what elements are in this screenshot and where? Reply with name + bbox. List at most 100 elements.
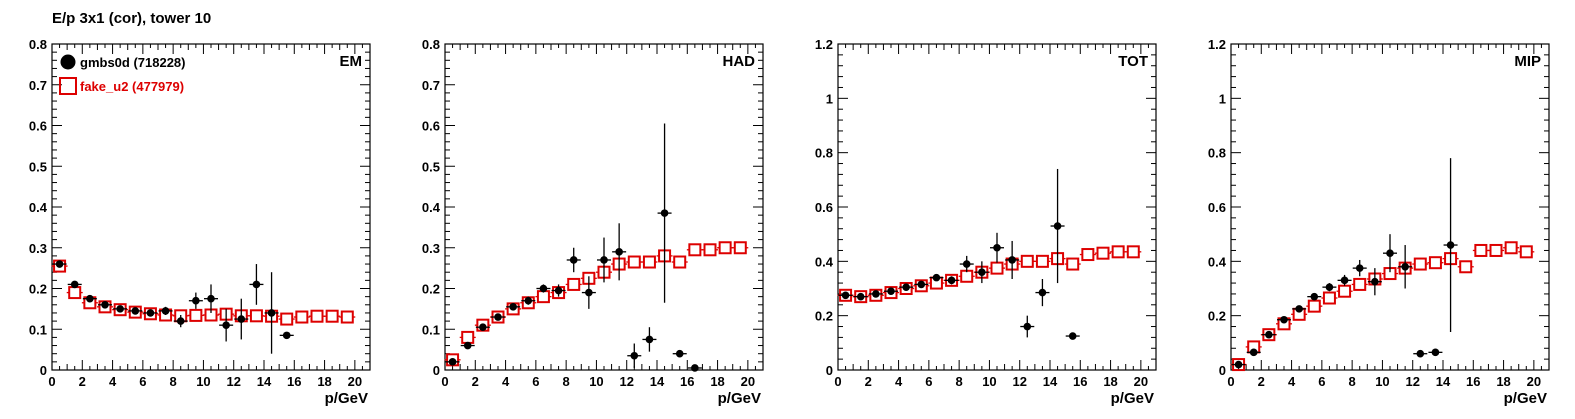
x-tick-label: 10 <box>1375 374 1389 389</box>
y-tick-label: 0.8 <box>815 146 833 161</box>
legend-label: fake_u2 (477979) <box>80 79 184 94</box>
y-tick-label: 0.8 <box>29 37 47 52</box>
x-tick-label: 16 <box>1073 374 1087 389</box>
data-point <box>569 256 578 264</box>
x-tick-label: 14 <box>257 374 272 389</box>
mc-point <box>673 255 687 269</box>
data-point <box>841 291 850 300</box>
x-tick-label: 16 <box>1466 374 1480 389</box>
mc-point <box>960 269 974 283</box>
x-tick-label: 6 <box>139 374 146 389</box>
x-tick-label: 18 <box>317 374 331 389</box>
data-point <box>1295 305 1303 313</box>
y-tick-label: 0.8 <box>422 37 440 52</box>
y-tick-label: 0.2 <box>29 282 47 297</box>
data-point <box>554 286 563 295</box>
panel-mip: 0 2 4 6 8 10 12 14 16 18 20 0 0.2 0.4 0.6 0.8 1 1.2 p/GeV M… <box>1208 37 1550 407</box>
data-point <box>539 284 548 293</box>
mc-point <box>1338 284 1352 298</box>
panel-tot: 0 2 4 6 8 10 12 14 16 18 20 0 0.2 0.4 0.6 0.8 1 1.2 p/GeV T… <box>815 37 1157 407</box>
y-tick-label: 0.4 <box>422 200 441 215</box>
data-point <box>222 321 230 329</box>
plot-frame <box>837 43 1157 371</box>
x-tick-label: 6 <box>925 374 932 389</box>
y-tick-label: 0.5 <box>29 159 47 174</box>
data-point <box>1249 348 1258 357</box>
x-tick-label: 20 <box>741 374 755 389</box>
x-tick-label: 4 <box>895 374 903 389</box>
x-tick-label: 0 <box>48 374 55 389</box>
mc-point <box>1126 245 1140 259</box>
data-point <box>1401 262 1409 271</box>
x-tick-label: 2 <box>472 374 479 389</box>
data-point <box>1310 292 1319 301</box>
data-point <box>691 364 699 372</box>
x-tick-label: 0 <box>441 374 448 389</box>
y-tick-label: 0.4 <box>1208 254 1227 269</box>
mc-point <box>627 255 641 269</box>
data-point <box>1038 288 1047 297</box>
data-point <box>856 292 865 301</box>
mc-point <box>718 241 732 255</box>
data-point <box>1371 277 1379 286</box>
legend-marker-data <box>60 54 76 70</box>
data-point <box>207 294 215 303</box>
x-tick-label: 18 <box>710 374 724 389</box>
mc-point <box>1519 245 1533 259</box>
x-tick-label: 10 <box>196 374 210 389</box>
x-tick-label: 12 <box>1405 374 1419 389</box>
data-point <box>932 273 941 282</box>
mc-point <box>884 286 898 300</box>
data-point <box>902 283 910 291</box>
mc-point <box>1035 254 1049 268</box>
data-point <box>282 331 291 340</box>
mc-point <box>189 308 203 322</box>
data-point <box>993 243 1001 252</box>
data-point <box>872 290 880 298</box>
y-tick-label: 0.3 <box>29 241 47 256</box>
panel-label: HAD <box>723 53 756 70</box>
mc-point <box>340 310 354 324</box>
mc-point <box>1020 254 1034 268</box>
y-tick-label: 0.3 <box>422 241 440 256</box>
mc-point <box>869 288 883 302</box>
data-point <box>448 358 457 366</box>
mc-point <box>1459 260 1473 274</box>
data-point <box>1234 360 1243 369</box>
data-point <box>1280 315 1288 324</box>
data-point <box>86 294 94 303</box>
data-point <box>660 209 669 217</box>
page-title: E/p 3x1 (cor), tower 10 <box>52 10 212 27</box>
y-tick-label: 0 <box>40 363 47 378</box>
y-tick-label: 1.2 <box>1208 37 1226 52</box>
data-point <box>887 287 895 296</box>
x-tick-label: 4 <box>1288 374 1296 389</box>
x-tick-label: 20 <box>1134 374 1148 389</box>
x-tick-label: 14 <box>1043 374 1058 389</box>
data-point <box>962 260 971 268</box>
x-tick-label: 6 <box>1318 374 1325 389</box>
y-tick-label: 0.2 <box>1208 309 1226 324</box>
legend-label: gmbs0d (718228) <box>80 55 186 70</box>
mc-point <box>1504 241 1518 255</box>
data-point <box>1068 332 1077 340</box>
y-tick-label: 1 <box>826 91 833 106</box>
data-point <box>1340 276 1349 285</box>
x-axis-label: p/GeV <box>325 390 368 407</box>
data-point <box>55 260 64 268</box>
mc-point <box>733 241 747 255</box>
mc-point <box>325 309 339 323</box>
data-point <box>101 301 109 309</box>
mc-point <box>249 309 263 323</box>
x-tick-label: 12 <box>619 374 633 389</box>
x-tick-label: 8 <box>956 374 963 389</box>
data-point <box>585 288 593 297</box>
x-tick-label: 18 <box>1496 374 1510 389</box>
mc-point <box>1428 256 1442 270</box>
x-axis-label: p/GeV <box>1504 390 1547 407</box>
y-tick-label: 0.2 <box>422 282 440 297</box>
mc-point <box>1474 243 1488 257</box>
mc-point <box>914 279 928 293</box>
data-point <box>267 309 276 317</box>
